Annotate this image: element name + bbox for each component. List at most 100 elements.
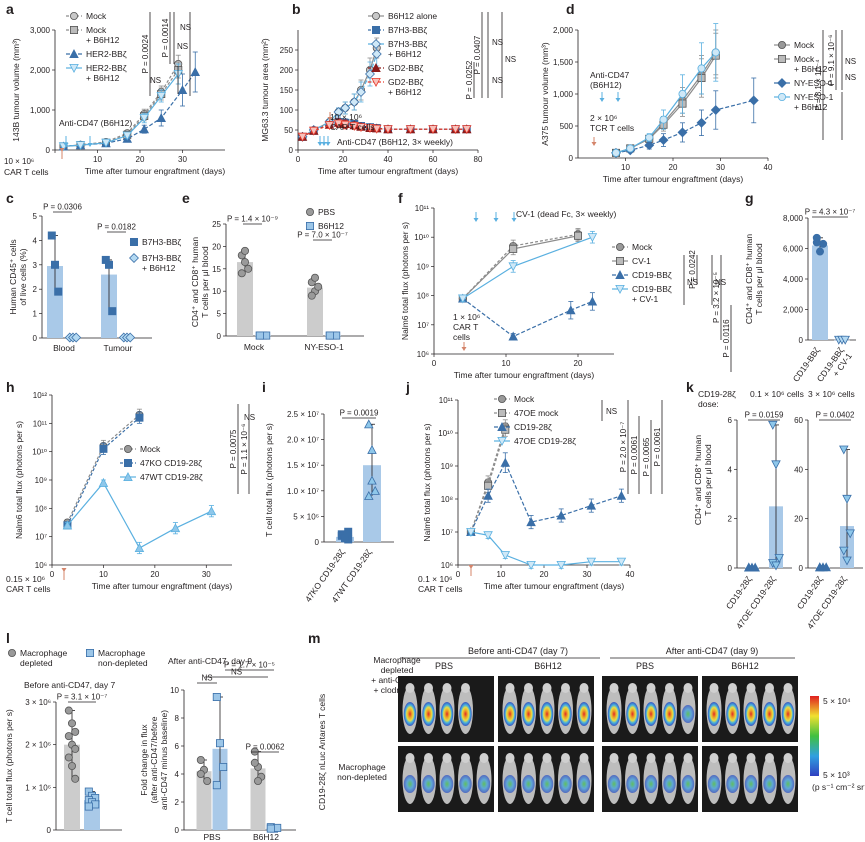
series-mock bbox=[63, 408, 144, 527]
luminescence-signal bbox=[422, 775, 435, 793]
y-tick-label: 1 bbox=[33, 310, 38, 319]
stat-label: P = 0.0182 bbox=[97, 223, 136, 232]
panel-j: 10⁶ 10⁷ 10⁸ 10⁹ 10¹⁰ 10¹¹ 0 10 20 30 40 Nalm6 total… bbox=[418, 394, 663, 594]
data-point bbox=[307, 291, 316, 300]
x-tick-label: 0 bbox=[296, 155, 301, 164]
y-tick-label: 3 bbox=[33, 261, 38, 270]
x-axis-label: Time after tumour engraftment (days) bbox=[92, 581, 233, 591]
y-axis-label: CD4⁺ and CD8⁺ human bbox=[190, 237, 200, 328]
stat-label: NS bbox=[845, 57, 856, 66]
x-tick-label: 30 bbox=[178, 155, 187, 164]
luminescence-signal bbox=[503, 702, 517, 726]
y-tick-label: 5 × 10⁶ bbox=[293, 512, 319, 521]
stat-label: NS bbox=[201, 674, 212, 683]
data-point bbox=[839, 546, 849, 556]
legend-marker bbox=[778, 55, 787, 64]
data-point bbox=[71, 727, 80, 736]
legend-label: Mock bbox=[632, 242, 653, 252]
mouse-head bbox=[542, 683, 552, 693]
y-tick-label: 200 bbox=[280, 66, 294, 75]
data-point bbox=[71, 774, 80, 783]
data-point bbox=[71, 744, 80, 753]
y-tick-label: 20 bbox=[794, 515, 803, 524]
panel-f: 10⁶ 10⁷ 10⁸ 10⁹ 10¹⁰ 10¹¹ 0 10 20 Nalm6 total flu… bbox=[400, 204, 732, 380]
y-tick-label: 150 bbox=[280, 86, 294, 95]
data-point bbox=[509, 244, 518, 253]
data-point bbox=[508, 331, 518, 341]
panel-label: b bbox=[292, 1, 301, 17]
data-point bbox=[405, 125, 416, 135]
data-point bbox=[62, 520, 73, 530]
luminescence-signal bbox=[644, 775, 658, 793]
luminescence-signal bbox=[559, 775, 572, 793]
stat-label: P = 0.0014 bbox=[161, 18, 170, 57]
stat-label: P = 7.0 × 10⁻⁷ bbox=[297, 231, 348, 240]
data-point bbox=[156, 92, 167, 101]
data-point bbox=[367, 475, 377, 485]
legend-marker bbox=[69, 64, 79, 73]
stat-label: NS bbox=[150, 76, 161, 85]
mouse-head bbox=[728, 753, 737, 763]
legend-label: B7H3-BBζ bbox=[388, 39, 427, 49]
legend-label: + B6H12 bbox=[142, 263, 176, 273]
stat-label: P = 0.0061 bbox=[653, 427, 662, 466]
luminescence-signal bbox=[403, 775, 417, 793]
luminescence-signal bbox=[726, 702, 739, 726]
data-point bbox=[370, 485, 380, 495]
y-tick-label: 10¹¹ bbox=[439, 396, 454, 405]
mouse-head bbox=[646, 753, 656, 763]
luminescence-signal bbox=[626, 775, 639, 793]
legend-marker bbox=[371, 63, 381, 72]
arrow-head bbox=[615, 98, 621, 102]
imaging-panel bbox=[498, 746, 594, 812]
car-t-label: 10 × 10⁶ bbox=[330, 112, 362, 122]
y-axis-label: Nalm6 total flux (photons per s) bbox=[400, 222, 410, 340]
y-axis-label: anti-CD47 minus baseline) bbox=[159, 710, 169, 810]
stat-label: P = 0.0242 bbox=[688, 250, 697, 289]
y-tick-label: 5 bbox=[33, 212, 38, 221]
data-point bbox=[612, 148, 621, 157]
data-point bbox=[365, 124, 375, 133]
legend-marker bbox=[615, 270, 625, 280]
luminescence-signal bbox=[626, 702, 639, 726]
data-point bbox=[842, 494, 852, 504]
data-point bbox=[526, 561, 536, 570]
data-point bbox=[367, 444, 377, 454]
mouse-head bbox=[479, 753, 489, 763]
data-point bbox=[240, 258, 249, 267]
scale-max-label: 5 × 10⁴ bbox=[823, 696, 851, 706]
stat-label: P = 0.0407 bbox=[473, 35, 482, 74]
panel-l: MacrophagedepletedMacrophagenon-depleted… bbox=[4, 648, 296, 842]
data-point bbox=[108, 307, 117, 316]
x-tick-label: 20 bbox=[150, 570, 159, 579]
series-mock-b6h12 bbox=[59, 61, 183, 151]
data-point bbox=[750, 562, 760, 572]
car-t-label: 0.15 × 10⁶ bbox=[6, 574, 45, 584]
x-tick-label: PBS bbox=[203, 832, 220, 842]
data-point bbox=[450, 125, 461, 135]
column-title: PBS bbox=[435, 661, 453, 671]
data-point bbox=[771, 460, 781, 470]
mouse-head bbox=[783, 753, 793, 763]
y-tick-label: 10 bbox=[170, 686, 179, 695]
x-tick-label: 60 bbox=[429, 155, 438, 164]
x-tick-label: 30 bbox=[716, 163, 725, 172]
mouse-head bbox=[765, 753, 774, 763]
x-tick-label: NY-ESO-1 bbox=[304, 342, 344, 352]
legend-label: HER2-BBζ bbox=[86, 49, 127, 59]
annotation: Anti-CD47 (B6H12, 3× weekly) bbox=[337, 137, 453, 147]
data-point bbox=[134, 543, 145, 552]
x-tick-label: 30 bbox=[202, 570, 211, 579]
bar bbox=[47, 266, 63, 338]
x-tick-label: 20 bbox=[339, 155, 348, 164]
y-tick-label: 10¹² bbox=[33, 391, 48, 400]
data-point bbox=[212, 781, 221, 790]
y-tick-label: 100 bbox=[280, 106, 294, 115]
stat-label: NS bbox=[505, 55, 516, 64]
row-label: + anti-CSF1R bbox=[371, 675, 423, 685]
y-tick-label: 2,000 bbox=[30, 66, 51, 75]
mouse-head bbox=[405, 753, 415, 763]
data-point bbox=[340, 534, 349, 543]
data-point bbox=[255, 331, 264, 340]
